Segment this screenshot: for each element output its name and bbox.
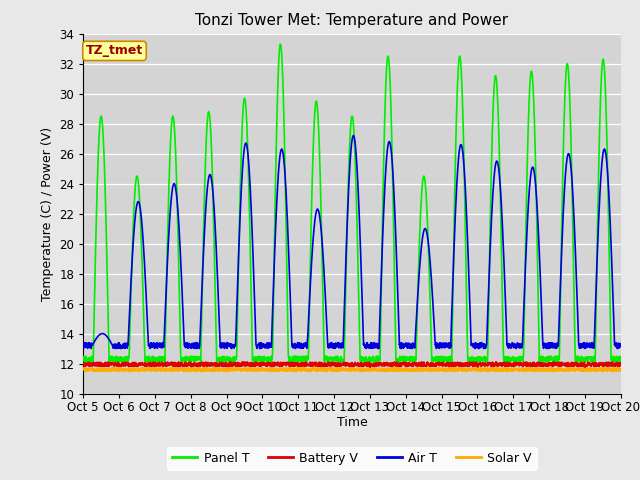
Air T bbox=[349, 133, 357, 139]
Line: Battery V: Battery V bbox=[83, 362, 621, 368]
Line: Panel T: Panel T bbox=[83, 44, 621, 362]
Battery V bbox=[294, 365, 302, 371]
Solar V bbox=[380, 368, 387, 374]
Panel T bbox=[441, 359, 449, 365]
Air T bbox=[509, 340, 516, 346]
Solar V bbox=[368, 366, 376, 372]
Panel T bbox=[380, 178, 387, 184]
Battery V bbox=[454, 359, 461, 365]
Battery V bbox=[570, 362, 577, 368]
Battery V bbox=[368, 362, 376, 368]
Text: TZ_tmet: TZ_tmet bbox=[86, 44, 143, 58]
Battery V bbox=[617, 360, 625, 366]
Battery V bbox=[380, 363, 387, 369]
Air T bbox=[229, 343, 237, 349]
Battery V bbox=[509, 363, 516, 369]
Battery V bbox=[585, 359, 593, 365]
Solar V bbox=[180, 369, 188, 374]
Solar V bbox=[230, 365, 237, 371]
Panel T bbox=[229, 356, 237, 362]
Panel T bbox=[585, 354, 593, 360]
Panel T bbox=[79, 357, 87, 363]
Air T bbox=[570, 209, 577, 215]
Legend: Panel T, Battery V, Air T, Solar V: Panel T, Battery V, Air T, Solar V bbox=[168, 447, 536, 469]
Solar V bbox=[617, 368, 625, 374]
Air T bbox=[368, 342, 376, 348]
Solar V bbox=[79, 366, 87, 372]
Title: Tonzi Tower Met: Temperature and Power: Tonzi Tower Met: Temperature and Power bbox=[195, 13, 509, 28]
Line: Air T: Air T bbox=[83, 136, 621, 348]
Solar V bbox=[508, 368, 516, 374]
X-axis label: Time: Time bbox=[337, 416, 367, 429]
Panel T bbox=[368, 357, 376, 362]
Panel T bbox=[509, 356, 516, 361]
Y-axis label: Temperature (C) / Power (V): Temperature (C) / Power (V) bbox=[40, 127, 54, 300]
Solar V bbox=[570, 368, 577, 374]
Air T bbox=[480, 346, 488, 351]
Line: Solar V: Solar V bbox=[83, 368, 621, 372]
Solar V bbox=[585, 369, 593, 374]
Air T bbox=[79, 344, 87, 350]
Panel T bbox=[570, 274, 577, 280]
Air T bbox=[617, 343, 625, 348]
Solar V bbox=[528, 365, 536, 371]
Battery V bbox=[229, 363, 237, 369]
Panel T bbox=[276, 41, 284, 47]
Air T bbox=[380, 219, 387, 225]
Air T bbox=[585, 342, 593, 348]
Panel T bbox=[617, 355, 625, 361]
Battery V bbox=[79, 360, 87, 366]
